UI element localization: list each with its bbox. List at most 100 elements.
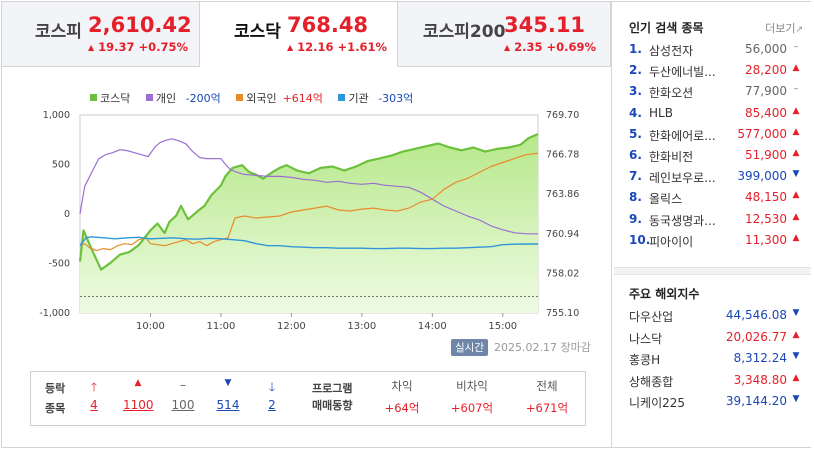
rank-number: 2. [629,63,642,78]
stock-name[interactable]: 올릭스 [649,192,683,207]
lower-limit-count[interactable]: 🡓 2 [257,378,287,412]
program-total-label: 전체 [536,379,558,393]
stock-price: 51,900 [745,148,787,162]
tab-kospi200[interactable]: 코스피200 345.11 ▲ 2.35 +0.69% [398,2,611,67]
up-triangle-icon: ▲ [287,43,294,52]
more-link-text[interactable]: 더보기 [765,22,796,35]
right-axis-label: 766.78 [546,150,579,161]
index-name[interactable]: 나스닥 [629,331,663,346]
popular-item[interactable]: 9. 동국생명과... 12,530 ▲ [629,212,801,233]
rank-number: 4. [629,105,642,120]
up-triangle-icon: ▲ [504,43,511,52]
down-triangle-icon: ▼ [792,351,800,362]
x-tick-label: 15:00 [488,321,517,332]
rising-value[interactable]: 1100 [123,398,154,412]
world-index-item[interactable]: 홍콩H 8,312.24 ▼ [629,351,801,372]
right-axis-label: 758.02 [546,268,579,279]
stock-price: 12,530 [745,211,787,226]
falling-count[interactable]: ▼ 514 [213,378,243,412]
upper-limit-icon: 🡑 [90,380,98,394]
panel-divider [614,267,811,275]
popular-item[interactable]: 1. 삼성전자 56,000– [629,42,801,63]
x-tick-label: 13:00 [347,321,376,332]
index-price: 39,144.20 [725,394,787,409]
lower-limit-value[interactable]: 2 [268,398,276,412]
stock-price: 11,300 [745,232,787,247]
side-panel: 인기 검색 종목 더보기↗ 1. 삼성전자 56,000–2. 두산에너빌... 28,… [614,2,811,447]
index-name[interactable]: 상해종합 [629,374,674,389]
non-arbitrage-value: +607억 [450,401,494,415]
index-price: 44,546.08 [725,308,787,322]
index-name[interactable]: 홍콩H [629,353,661,368]
world-index-item[interactable]: 나스닥 20,026.77 ▲ [629,330,801,351]
right-axis-label: 763.86 [546,189,579,200]
world-index-item[interactable]: 다우산업 44,546.08 ▼ [629,308,801,329]
stock-name[interactable]: 삼성전자 [649,44,694,58]
external-link-icon: ↗ [795,25,803,35]
popular-item[interactable]: 7. 레인보우로... 399,000 ▼ [629,169,801,190]
popular-item[interactable]: 5. 한화에어로... 577,000 ▲ [629,127,801,148]
chart-svg: 10:00 11:00 12:00 13:00 14:00 15:00 1,000 500 0 -… [39,110,579,332]
tab-name: 코스닥 [234,22,281,42]
program-label-1: 프로그램 [312,382,353,395]
stock-name[interactable]: HLB [649,105,673,120]
flat-icon: – [793,42,799,52]
popular-item[interactable]: 2. 두산에너빌... 28,200 ▲ [629,63,801,84]
popular-title: 인기 검색 종목 [629,21,704,35]
flat-value[interactable]: 100 [171,398,195,412]
world-title: 주요 해외지수 [629,287,700,301]
popular-item[interactable]: 10. 피아이이 11,300 ▲ [629,233,801,254]
index-tabs: 코스피 2,610.42 ▲ 19.37 +0.75% 코스닥 768.48 ▲… [2,2,611,67]
kosdaq-line [78,132,539,271]
tab-change-text: 12.16 +1.61% [297,40,388,54]
stock-name[interactable]: 두산에너빌... [649,65,716,80]
index-name[interactable]: 니케이225 [629,396,686,411]
stock-price: 85,400 [745,105,787,120]
stock-name[interactable]: 한화비전 [649,150,694,164]
stocks-label: 종목 [45,402,66,415]
legend-individual-label: 개인 [155,92,177,105]
tab-kosdaq[interactable]: 코스닥 768.48 ▲ 12.16 +1.61% [200,2,398,67]
right-axis-label: 769.70 [546,110,579,121]
realtime-badge[interactable]: 실시간 [451,339,488,356]
popular-item[interactable]: 3. 한화오션 77,900– [629,84,801,105]
stock-name[interactable]: 한화오션 [649,86,694,101]
tab-change-text: 19.37 +0.75% [98,40,189,54]
legend-foreign: 외국인 +614억 [236,92,329,105]
tab-change: ▲ 2.35 +0.69% [504,40,596,54]
stock-name[interactable]: 한화에어로... [649,128,716,143]
popular-item[interactable]: 8. 올릭스 48,150 ▲ [629,190,801,211]
stock-name[interactable]: 동국생명과... [649,213,716,228]
popular-item[interactable]: 4. HLB 85,400 ▲ [629,106,801,127]
up-triangle-icon: ▲ [792,105,800,116]
falling-value[interactable]: 514 [216,398,240,412]
up-triangle-icon: ▲ [792,190,800,201]
left-axis-label: 500 [52,160,70,171]
x-tick-label: 12:00 [277,321,306,332]
tab-kospi[interactable]: 코스피 2,610.42 ▲ 19.37 +0.75% [2,2,200,67]
index-name[interactable]: 다우산업 [629,310,674,324]
index-price: 3,348.80 [733,372,787,387]
flat-count[interactable]: – 100 [168,378,198,412]
up-triangle-icon: ▲ [792,63,800,74]
upper-limit-count[interactable]: 🡑 4 [79,378,109,412]
world-index-item[interactable]: 상해종합 3,348.80 ▲ [629,373,801,394]
rising-count[interactable]: ▲ 1100 [123,378,154,412]
program-label-2: 매매동향 [312,399,353,412]
stock-price: 28,200 [745,63,787,78]
more-link[interactable]: 더보기↗ [765,20,803,36]
individual-line [79,138,538,235]
left-axis-label: 1,000 [43,110,70,121]
legend-kosdaq: 코스닥 [90,92,136,105]
stock-price: 56,000 [745,42,787,56]
stock-name[interactable]: 레인보우로... [649,171,716,186]
flat-icon: – [793,84,799,95]
world-index-item[interactable]: 니케이225 39,144.20 ▼ [629,394,801,415]
upper-limit-value[interactable]: 4 [90,398,98,412]
stock-name[interactable]: 피아이이 [649,234,694,249]
popular-item[interactable]: 6. 한화비전 51,900 ▲ [629,148,801,169]
legend-individual-value: -200억 [185,92,221,105]
arbitrage: 차익 +64억 [367,378,437,416]
down-triangle-icon: ▼ [792,394,800,405]
x-tick-label: 11:00 [207,321,236,332]
